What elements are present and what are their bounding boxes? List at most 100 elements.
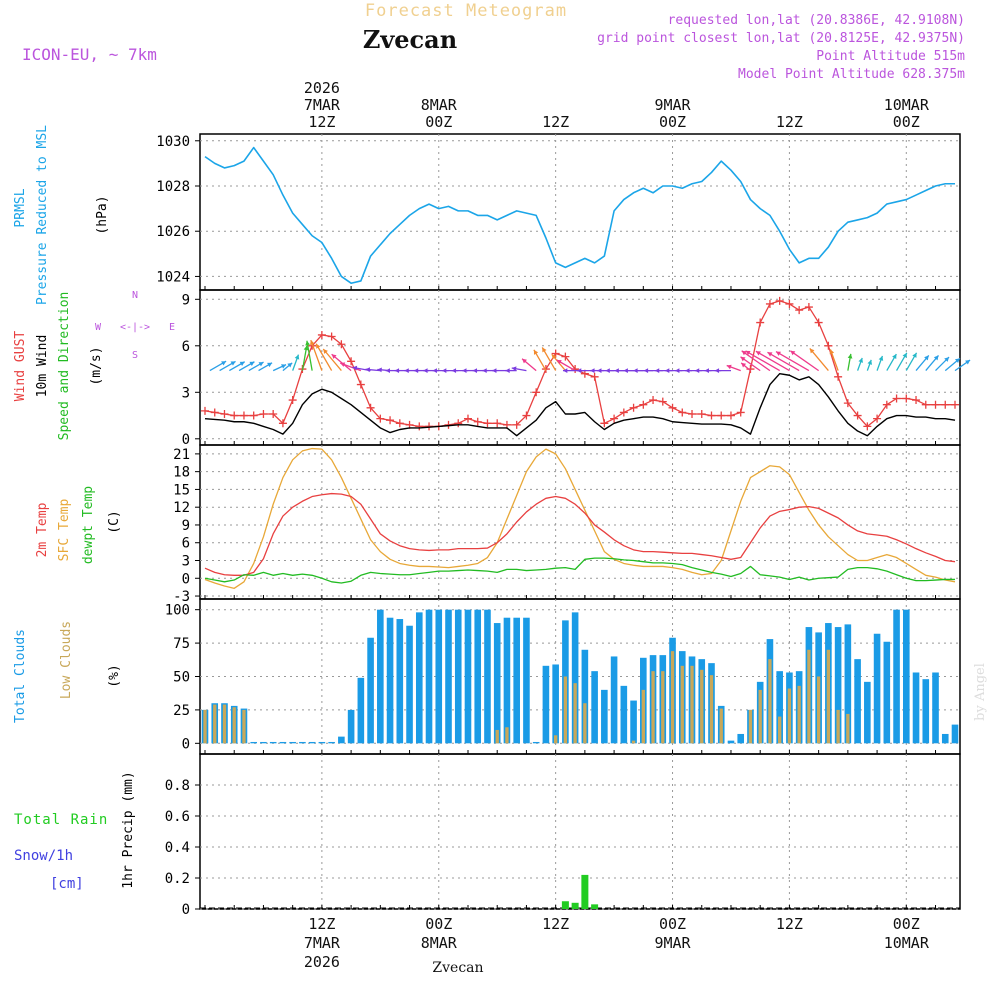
wind-arrow-head xyxy=(755,351,761,356)
total-cloud-bar xyxy=(727,740,735,744)
pressure-ytick-label: 1024 xyxy=(156,269,190,285)
wind-arrow-head xyxy=(741,362,747,368)
wind-arrow-head xyxy=(694,368,700,373)
wind-arrow-head xyxy=(726,364,732,370)
wind-label-gust: Wind GUST xyxy=(13,331,28,402)
wind-arrow-head xyxy=(305,340,311,346)
total-cloud-bar xyxy=(513,617,520,744)
gust-point xyxy=(288,396,297,405)
wind-arrow-head xyxy=(675,368,680,373)
wind-arrow-head xyxy=(377,367,382,373)
total-cloud-bar xyxy=(464,609,472,744)
wind-arrow-head xyxy=(556,360,562,365)
wind-arrow-head xyxy=(294,354,300,360)
gust-point xyxy=(843,399,852,408)
wind-arrow-head xyxy=(441,368,447,373)
wind-arrow-head xyxy=(933,355,939,361)
low-cloud-bar xyxy=(495,729,499,744)
wind-arrow-head xyxy=(965,360,971,365)
low-cloud-bar xyxy=(232,707,236,744)
gust-point xyxy=(658,397,667,406)
rain-bar xyxy=(571,902,579,909)
wind-arrow-head xyxy=(331,354,337,359)
total-cloud-bar xyxy=(922,679,930,744)
low-cloud-bar xyxy=(553,735,558,744)
total-cloud-bar xyxy=(269,741,277,744)
gust-point xyxy=(610,414,619,423)
wind-arrow-head xyxy=(714,368,720,373)
gust-point xyxy=(239,411,248,420)
wind-arrow-head xyxy=(505,368,510,373)
pressure-label-prmsl: PRMSL xyxy=(13,188,28,227)
temperature-ytick-label: 9 xyxy=(182,518,190,534)
gust-point xyxy=(278,419,287,428)
low-cloud-bar xyxy=(719,708,723,744)
low-cloud-bar xyxy=(836,709,840,744)
wind-arrow-head xyxy=(924,355,929,361)
gust-point xyxy=(951,400,959,409)
gust-point xyxy=(269,410,278,418)
clouds-ytick-label: 50 xyxy=(173,670,190,686)
wind-plot xyxy=(201,296,971,437)
top-time-label: 12Z xyxy=(308,113,335,131)
low-cloud-bar xyxy=(651,671,655,744)
low-cloud-bar xyxy=(690,665,694,744)
wind-direction-arrow xyxy=(809,348,829,372)
gust-point xyxy=(249,411,258,420)
wind-ytick-label: 3 xyxy=(182,385,190,401)
precip-label-cm: [cm] xyxy=(50,876,84,892)
total-cloud-bar xyxy=(883,641,891,744)
gust-point xyxy=(327,332,336,341)
gust-point xyxy=(347,357,356,366)
compass-s: S xyxy=(132,350,138,361)
rain-bar xyxy=(581,874,589,909)
total-cloud-bar xyxy=(289,741,296,744)
gust-point xyxy=(532,388,541,397)
total-cloud-bar xyxy=(893,609,900,744)
total-cloud-bar xyxy=(357,677,365,744)
wind-arrow-head xyxy=(365,367,371,373)
wind-panel-labels: Wind GUST 10m Wind Speed and Direction (… xyxy=(13,290,175,440)
wind-direction-arrow xyxy=(322,348,342,372)
temp-label-dew: dewpt Temp xyxy=(81,486,96,564)
total-cloud-bar xyxy=(328,741,335,744)
total-cloud-bar xyxy=(415,612,423,744)
low-cloud-bar xyxy=(505,727,509,744)
gust-point xyxy=(912,396,921,405)
temp-label-sfc: SFC Temp xyxy=(57,499,72,562)
gust-point xyxy=(512,420,521,429)
total-cloud-bar xyxy=(912,672,920,744)
clouds-ytick-label: 100 xyxy=(165,603,190,619)
wind-arrow-head xyxy=(775,351,781,356)
temperature-ytick-label: 18 xyxy=(173,465,190,481)
gust-point xyxy=(902,394,911,403)
wind-arrow-head xyxy=(664,368,670,373)
gust-point xyxy=(473,417,482,426)
wind-arrow-head xyxy=(892,354,897,360)
wind-arrow-head xyxy=(740,356,746,362)
rain-bar xyxy=(561,901,569,909)
wind-arrow-head xyxy=(511,366,517,372)
total-cloud-bar xyxy=(941,733,949,744)
gust-point xyxy=(454,419,463,428)
clouds-ytick-label: 75 xyxy=(173,636,190,652)
wind-arrow-head xyxy=(533,349,539,355)
total-cloud-bar xyxy=(610,656,618,744)
low-cloud-bar xyxy=(583,703,587,744)
compass-n: N xyxy=(132,290,138,301)
total-cloud-bar xyxy=(552,664,559,744)
gust-point xyxy=(931,400,940,409)
total-cloud-bar xyxy=(951,724,959,744)
bottom-time-label: 2026 xyxy=(304,953,340,971)
total-cloud-bar xyxy=(601,689,608,744)
wind-arrow-head xyxy=(741,350,747,356)
compass-rose: N <-|-> W E S xyxy=(95,290,175,361)
top-time-label: 00Z xyxy=(893,113,920,131)
wind-arrow-head xyxy=(310,340,315,346)
wind-arrow-head xyxy=(385,368,390,373)
low-cloud-bar xyxy=(846,713,850,744)
rain-bar xyxy=(591,904,599,909)
wind-direction-arrow xyxy=(315,343,333,371)
wind-arrow-head xyxy=(542,347,547,353)
cloud-panel-labels: Total Clouds Low Clouds (%) xyxy=(13,621,122,723)
